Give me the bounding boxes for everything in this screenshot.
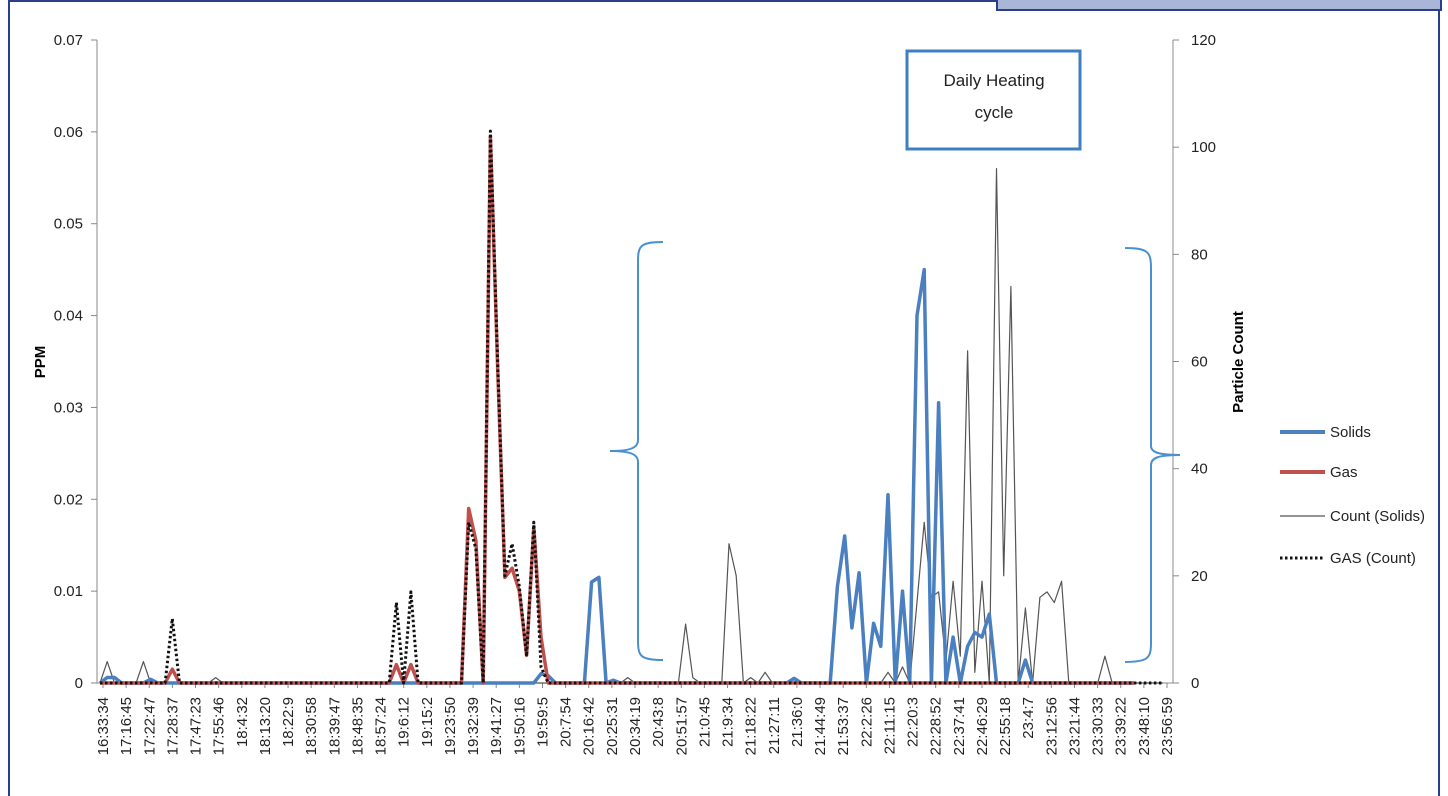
x-tick-label: 16:33:34 (95, 697, 112, 755)
legend-solids-label: Solids (1330, 424, 1371, 441)
legend-count-solids-label: Count (Solids) (1330, 508, 1425, 525)
x-tick-label: 18:48:35 (349, 697, 366, 755)
series-solids-line (98, 267, 1134, 685)
left-tick-label: 0.07 (54, 32, 83, 49)
left-brace (609, 241, 664, 661)
left-axis-ticks: 0 0.01 0.02 0.03 0.04 0.05 0.06 0.07 (54, 32, 97, 692)
legend-gas-count-label: GAS (Count) (1330, 550, 1416, 567)
x-tick-label: 22:2:26 (858, 697, 875, 747)
annotation-box (905, 49, 1082, 151)
x-tick-label: 19:6:12 (396, 697, 413, 747)
series-gas-line (100, 134, 1134, 685)
x-tick-label: 19:41:27 (488, 697, 505, 755)
x-tick-label: 23:12:56 (1043, 697, 1060, 755)
right-tick-label: 20 (1191, 568, 1208, 585)
right-tick-label: 120 (1191, 32, 1216, 49)
x-tick-label: 23:30:33 (1090, 697, 1107, 755)
left-tick-label: 0.04 (54, 308, 83, 325)
x-tick-label: 23:4:7 (1020, 697, 1037, 739)
x-tick-label: 22:46:29 (974, 697, 991, 755)
annotation-line2: cycle (975, 103, 1014, 122)
y-axis-title: PPM (32, 346, 49, 379)
left-tick-label: 0.01 (54, 583, 83, 600)
x-tick-label: 20:51:57 (673, 697, 690, 755)
x-tick-label: 17:22:47 (141, 697, 158, 755)
y2-axis-title: Particle Count (1230, 311, 1247, 413)
x-tick-label: 18:4:32 (234, 697, 251, 747)
x-tick-label: 23:21:44 (1066, 697, 1083, 755)
right-tick-label: 100 (1191, 139, 1216, 156)
right-tick-label: 60 (1191, 354, 1208, 371)
left-tick-label: 0.03 (54, 399, 83, 416)
right-brace (1124, 247, 1181, 663)
figure-frame (8, 0, 1440, 796)
x-tick-label: 22:37:41 (951, 697, 968, 755)
x-tick-label: 19:23:50 (442, 697, 459, 755)
x-tick-label: 20:7:54 (558, 697, 575, 747)
x-tick-label: 21:53:37 (835, 697, 852, 755)
x-tick-label: 20:34:19 (627, 697, 644, 755)
x-tick-label: 23:39:22 (1113, 697, 1130, 755)
x-tick-label: 23:56:59 (1159, 697, 1176, 755)
x-tick-label: 17:47:23 (188, 697, 205, 755)
right-tick-label: 80 (1191, 246, 1208, 263)
x-tick-label: 22:28:52 (928, 697, 945, 755)
x-tick-label: 18:30:58 (303, 697, 320, 755)
series-gas-count-line (100, 129, 1163, 685)
x-tick-label: 21:36:0 (789, 697, 806, 747)
legend: Solids Gas Count (Solids) GAS (Count) (1280, 424, 1425, 567)
x-tick-label: 18:57:24 (373, 697, 390, 755)
x-tick-label: 20:25:31 (604, 697, 621, 755)
x-tick-label: 20:16:42 (581, 697, 598, 755)
x-tick-label: 22:11:15 (881, 697, 898, 754)
legend-gas-label: Gas (1330, 464, 1358, 481)
x-tick-label: 19:50:16 (511, 697, 528, 755)
series-layer (98, 129, 1163, 685)
x-tick-label: 17:16:45 (118, 697, 135, 755)
x-tick-label: 18:22:9 (280, 697, 297, 747)
x-tick-label: 19:32:39 (465, 697, 482, 755)
left-tick-label: 0.05 (54, 216, 83, 233)
x-tick-label: 18:39:47 (326, 697, 343, 755)
left-tick-label: 0.02 (54, 491, 83, 508)
x-tick-label: 21:18:22 (743, 697, 760, 755)
x-tick-label: 19:15:2 (419, 697, 436, 747)
x-tick-label: 18:13:20 (257, 697, 274, 755)
right-tick-label: 40 (1191, 461, 1208, 478)
x-tick-label: 23:48:10 (1136, 697, 1153, 755)
x-tick-label: 17:28:37 (164, 697, 181, 755)
x-tick-label: 22:20:3 (905, 697, 922, 747)
right-tick-label: 0 (1191, 675, 1199, 692)
x-tick-label: 21:9:34 (720, 697, 737, 747)
annotation-line1: Daily Heating (943, 71, 1044, 90)
series-count-solids-line (99, 168, 1163, 684)
x-tick-label: 21:0:45 (696, 697, 713, 747)
x-tick-label: 19:59:5 (534, 697, 551, 747)
x-tick-label: 21:44:49 (812, 697, 829, 755)
x-tick-label: 20:43:8 (650, 697, 667, 747)
x-axis-ticks: 16:33:34 17:16:45 17:22:47 17:28:37 17:47:23… (95, 683, 1176, 755)
x-tick-label: 22:55:18 (997, 697, 1014, 755)
corner-tab (996, 0, 1442, 11)
left-tick-label: 0 (75, 675, 83, 692)
x-tick-label: 21:27:11 (766, 697, 783, 754)
right-axis-ticks: 0 20 40 60 80 100 120 (1173, 32, 1216, 692)
left-tick-label: 0.06 (54, 124, 83, 141)
x-tick-label: 17:55:46 (211, 697, 228, 755)
